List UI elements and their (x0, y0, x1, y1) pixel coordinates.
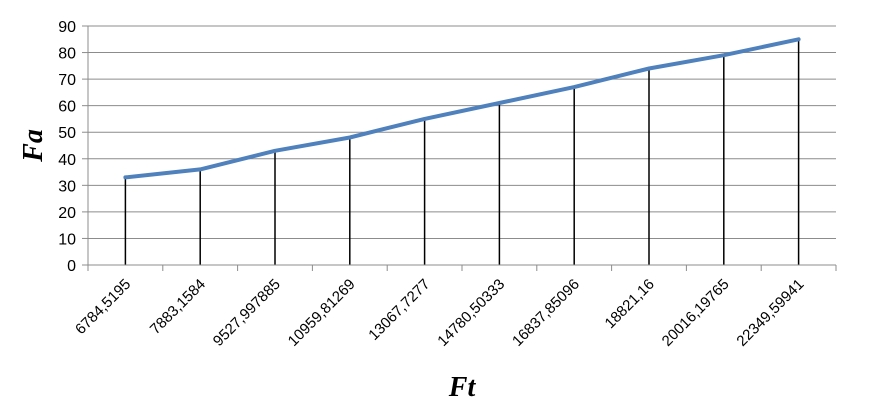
y-tick-label: 40 (58, 152, 76, 169)
axes (82, 25, 837, 271)
drop-lines (124, 39, 800, 265)
x-tick-label: 22349,59941 (733, 276, 807, 350)
x-tick-label: 6784,5195 (72, 276, 134, 338)
y-tick-labels: 0 10 20 30 40 50 60 70 80 90 (58, 19, 76, 275)
x-tick-label: 16837,85096 (509, 276, 583, 350)
y-tick-label: 80 (58, 46, 76, 63)
gridlines (88, 25, 836, 239)
x-tick-labels: 6784,5195 7883,1584 9527,997885 10959,81269… (72, 276, 807, 350)
x-tick-label: 10959,81269 (285, 276, 359, 350)
y-axis-title: Fa (18, 129, 49, 163)
series-line (123, 37, 801, 180)
y-tick-label: 60 (58, 99, 76, 116)
x-tick-label: 7883,1584 (147, 276, 209, 338)
x-tick-label: 20016,19765 (659, 276, 733, 350)
y-tick-label: 20 (58, 205, 76, 222)
y-tick-label: 70 (58, 72, 76, 89)
y-tick-label: 50 (58, 125, 76, 142)
x-tick-label: 9527,997885 (210, 276, 284, 350)
x-tick-label: 14780,50333 (434, 276, 508, 350)
x-tick-label: 18821,16 (602, 276, 658, 332)
series (123, 37, 801, 180)
y-tick-label: 10 (58, 231, 76, 248)
x-axis-title: Ft (448, 372, 477, 403)
y-tick-label: 0 (67, 258, 76, 275)
x-tick-label: 13067,7277 (365, 276, 433, 344)
y-tick-label: 90 (58, 19, 76, 36)
y-tick-label: 30 (58, 178, 76, 195)
